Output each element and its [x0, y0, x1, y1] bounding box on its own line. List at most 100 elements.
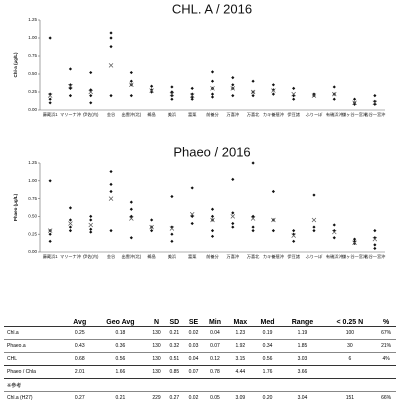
table-cell: 0.02: [183, 391, 204, 404]
note-row: ※参考: [4, 378, 396, 392]
table-cell: 0.21: [92, 391, 149, 404]
mean-marker: [291, 91, 296, 97]
data-point: [292, 86, 296, 90]
header-cell: Min: [208, 319, 222, 326]
data-point: [190, 221, 194, 226]
x-tick-label: 出雲沖(北): [122, 111, 142, 118]
mean-marker: [47, 93, 53, 98]
data-point: [373, 246, 377, 251]
data-point: [68, 229, 73, 233]
x-tick-label: ふりーぽ: [306, 111, 324, 118]
header-cell: Med: [260, 319, 275, 326]
header-cell: Geo Avg: [106, 319, 135, 326]
chart-title: Phaeo / 2016: [173, 144, 250, 159]
data-point: [210, 95, 215, 99]
x-tick-label: 鵜島: [147, 111, 155, 118]
table-cell: 0.68: [66, 352, 93, 366]
x-tick-label: 前養分: [206, 111, 219, 118]
x-tick-label: 藤蔵浜1: [43, 111, 59, 118]
data-point: [109, 182, 113, 186]
table-cell: 0.07: [203, 339, 227, 353]
x-tick-label: 有磯浜沖: [326, 253, 343, 260]
x-tick-label: 藤蔵浜1: [43, 253, 59, 260]
data-point: [109, 36, 113, 40]
mean-marker: [250, 89, 256, 95]
table-cell: 4%: [376, 352, 396, 366]
data-point: [352, 237, 357, 241]
mean-marker: [149, 224, 154, 230]
table-cell: 1.19: [281, 326, 324, 340]
header-cell: SE: [188, 319, 199, 326]
mean-marker: [271, 217, 276, 223]
data-point: [190, 186, 194, 190]
data-point: [89, 88, 93, 92]
x-tick-label: 万喜北: [247, 253, 260, 260]
table-cell: 0.04: [203, 326, 227, 340]
x-tick-label: ふりーぽ: [306, 253, 324, 260]
header-cell: N: [153, 319, 160, 326]
y-tick-label: 1.00: [28, 178, 37, 183]
data-point: [210, 207, 215, 211]
data-point: [251, 225, 255, 229]
y-tick-label: 0.50: [28, 214, 37, 219]
table-cell: 0.07: [183, 365, 204, 379]
x-tick-label: 伊佐(内): [83, 253, 99, 260]
table-cell: 0.02: [183, 326, 204, 340]
data-point: [129, 94, 133, 98]
table-cell: 0.27: [164, 391, 184, 404]
data-point: [150, 229, 154, 233]
data-point: [373, 243, 377, 247]
data-point: [231, 76, 235, 80]
table-cell: 0.27: [66, 391, 93, 404]
data-point: [89, 94, 93, 98]
data-point: [109, 189, 113, 194]
mean-marker: [250, 216, 256, 221]
data-point: [373, 236, 377, 240]
mean-marker: [68, 221, 73, 226]
table-cell: CHL: [4, 352, 67, 366]
mean-marker: [311, 93, 317, 98]
data-point: [332, 223, 336, 227]
x-tick-label: 万喜沖: [227, 111, 240, 118]
table-row: Chl.a 0.25 0.18 130 0.21 0.02 0.04 1.23 0.19 1.19…: [4, 326, 396, 340]
y-axis-label: Chl-a (μg/L): [13, 52, 18, 77]
x-tick-label: 前養分: [206, 253, 219, 260]
data-point: [292, 239, 296, 243]
table-cell: 130: [148, 339, 165, 353]
table-cell: 130: [148, 365, 165, 379]
y-tick-label: 1.25: [28, 17, 37, 22]
data-point: [251, 229, 255, 233]
data-point: [48, 239, 52, 243]
table-cell: 0.12: [203, 352, 227, 366]
y-tick-label: 0.00: [28, 107, 37, 112]
data-point: [292, 229, 296, 233]
table-cell: 3.09: [226, 391, 254, 404]
mean-marker: [230, 86, 236, 91]
table-row: Phaeo / Chla 2.01 1.66 130 0.85 0.07 0.78 4.44 1…: [4, 365, 396, 379]
data-point: [210, 79, 215, 83]
table-cell: 100: [323, 326, 377, 340]
data-point: [170, 232, 174, 236]
mean-marker: [372, 100, 378, 106]
data-point: [190, 86, 194, 90]
table-cell: 3.66: [281, 365, 324, 379]
table-cell: 30: [323, 339, 377, 353]
table-cell: 0.20: [253, 391, 282, 404]
table-cell: [376, 365, 396, 379]
mean-marker: [129, 216, 134, 221]
data-point: [170, 90, 174, 94]
mean-marker: [88, 222, 93, 228]
mean-marker: [149, 88, 154, 93]
data-point: [48, 232, 52, 236]
data-point: [109, 229, 113, 233]
table-cell: 0.05: [203, 391, 227, 404]
data-point: [190, 214, 194, 218]
table-cell: 21%: [376, 339, 396, 353]
data-point: [150, 218, 154, 222]
table-cell: Phaeo.a: [4, 339, 67, 353]
table-cell: 0.56: [92, 352, 149, 366]
data-point: [271, 229, 275, 233]
data-point: [170, 194, 174, 199]
table-cell: 0.19: [253, 326, 282, 340]
